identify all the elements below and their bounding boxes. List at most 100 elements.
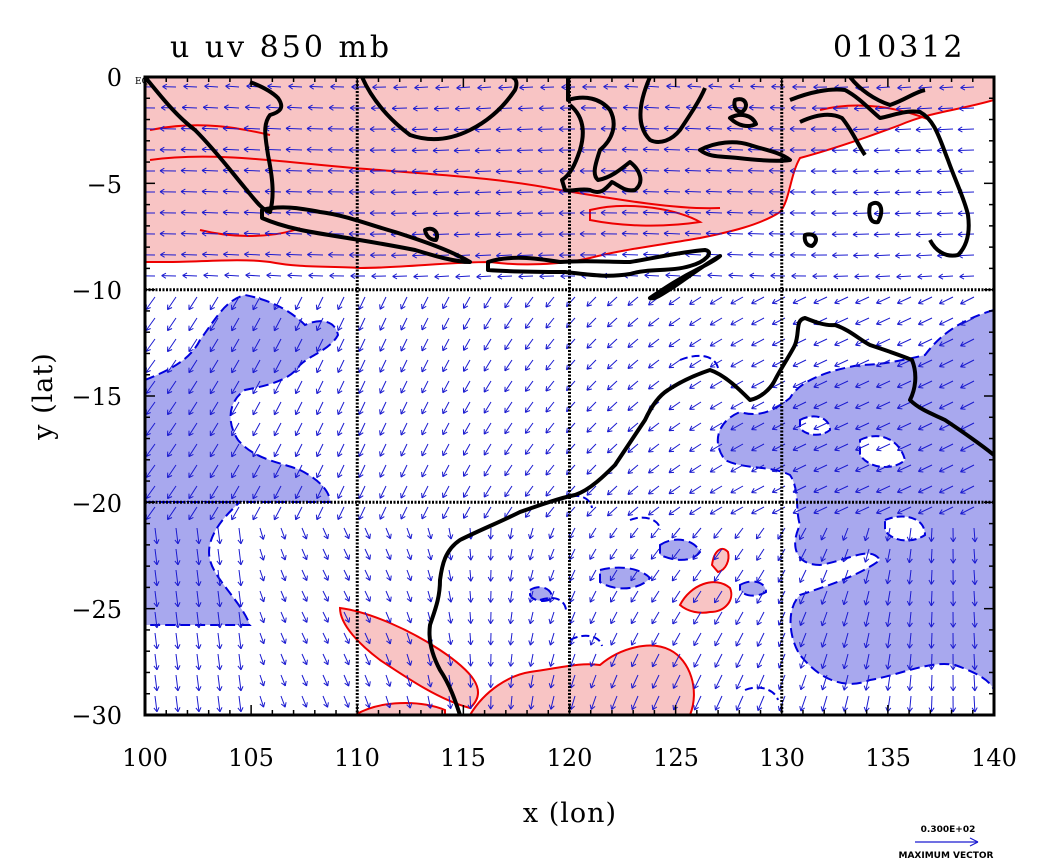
wind-vector-head <box>259 638 266 645</box>
wind-vector <box>714 632 723 647</box>
wind-vector <box>876 338 891 346</box>
wind-vector-head <box>462 429 469 435</box>
wind-vector-head <box>365 533 371 540</box>
wind-vector-head <box>259 596 266 603</box>
wind-vector-head <box>915 126 921 133</box>
wind-vector-head <box>756 641 762 647</box>
wind-vector-head <box>831 168 837 175</box>
wind-vector <box>651 590 660 603</box>
wind-vector <box>385 527 391 539</box>
date-label: 010312 <box>833 30 966 65</box>
wind-vector <box>918 296 933 304</box>
wind-vector <box>671 569 681 582</box>
wind-vector <box>918 506 933 514</box>
wind-vector-head <box>369 168 375 175</box>
wind-vector <box>689 380 702 389</box>
wind-vector <box>280 527 286 540</box>
wind-vector <box>223 253 240 256</box>
wind-vector-head <box>589 597 595 603</box>
wind-vector <box>285 211 303 214</box>
wind-vector <box>154 611 158 628</box>
wind-vector-head <box>751 425 757 431</box>
wind-vector-head <box>323 680 329 687</box>
wind-vector <box>652 674 660 689</box>
wind-vector-head <box>174 686 181 692</box>
wind-vector <box>642 169 660 172</box>
wind-vector <box>894 170 912 173</box>
wind-vector-head <box>709 341 716 347</box>
wind-vector <box>509 611 513 624</box>
wind-vector-head <box>467 640 474 646</box>
wind-vector <box>432 191 450 194</box>
wind-vector <box>280 548 286 561</box>
wind-vector-head <box>799 620 805 626</box>
x-tick-labels: 100 105 110 115 120 125 130 135 140 <box>122 744 1017 772</box>
wind-vector <box>188 401 198 415</box>
wind-vector <box>930 548 933 564</box>
wind-vector <box>379 464 387 478</box>
wind-vector-head <box>855 403 861 410</box>
wind-vector-head <box>281 680 287 687</box>
wind-vector <box>672 674 681 689</box>
wind-vector <box>756 569 765 583</box>
wind-vector <box>643 253 660 256</box>
wind-vector-head <box>928 558 935 564</box>
wind-vector-head <box>960 404 966 410</box>
australia-coast <box>427 316 994 715</box>
wind-vector-head <box>516 168 522 175</box>
wind-vector <box>343 569 350 581</box>
wind-vector <box>483 464 492 477</box>
wind-vector <box>894 191 912 194</box>
wind-vector-head <box>328 104 334 111</box>
wind-vector-head <box>327 167 333 174</box>
wind-vector <box>908 632 912 649</box>
wind-vector <box>709 338 723 347</box>
wind-vector-head <box>406 617 413 624</box>
wind-vector <box>751 401 765 410</box>
wind-vector-head <box>216 707 223 713</box>
wind-vector-head <box>630 575 636 582</box>
wind-vector-head <box>792 298 799 305</box>
wind-vector <box>813 506 828 514</box>
wind-vector-head <box>559 252 564 259</box>
wind-vector <box>756 548 765 561</box>
wind-vector-head <box>231 304 237 311</box>
wind-vector-head <box>294 388 301 395</box>
wind-vector <box>939 401 954 410</box>
wind-vector-head <box>537 147 543 154</box>
wind-vector-head <box>689 299 695 305</box>
wind-vector-head <box>181 251 186 258</box>
wind-vector-head <box>610 683 616 689</box>
wind-vector <box>549 569 555 582</box>
wind-vector <box>642 190 660 193</box>
wind-vector <box>400 464 408 478</box>
wind-vector-head <box>379 304 385 310</box>
wind-vector-head <box>483 345 489 351</box>
wind-vector-head <box>467 597 474 603</box>
wind-vector <box>799 548 807 562</box>
wind-vector-head <box>751 446 757 452</box>
wind-vector <box>509 527 513 540</box>
wind-vector <box>474 233 492 236</box>
wind-vector-head <box>730 320 736 326</box>
wind-vector-head <box>730 446 736 452</box>
wind-vector <box>642 127 660 130</box>
wind-vector <box>545 485 555 497</box>
wind-vector-head <box>209 304 215 311</box>
wind-vector <box>631 674 639 689</box>
wind-vector-head <box>337 472 343 478</box>
wind-vector <box>693 590 702 603</box>
wind-vector <box>427 527 432 540</box>
wind-vector-head <box>400 409 406 415</box>
wind-vector-head <box>799 706 805 712</box>
wind-vector-head <box>259 534 266 540</box>
wind-vector <box>590 611 597 624</box>
wind-vector <box>887 674 891 691</box>
wind-vector <box>672 632 681 646</box>
wind-vector-head <box>885 664 892 670</box>
wind-vector <box>973 527 976 543</box>
wind-vector <box>792 422 807 430</box>
wind-vector <box>896 275 912 278</box>
wind-vector <box>939 359 954 368</box>
wind-vector <box>799 611 807 626</box>
